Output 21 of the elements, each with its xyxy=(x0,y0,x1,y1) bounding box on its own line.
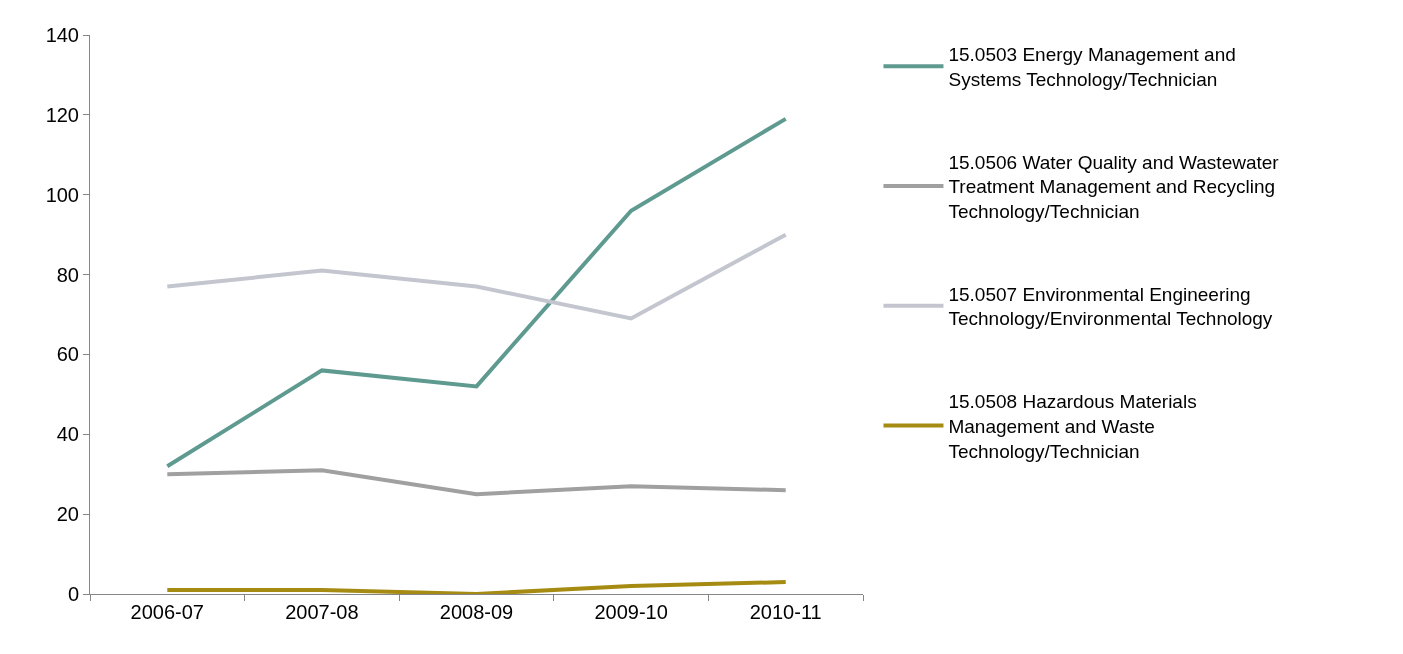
y-tick-label: 20 xyxy=(56,503,79,526)
y-tick-label: 0 xyxy=(67,583,79,605)
legend-label: 15.0506 Water Quality and Wastewater Treatment Management and Recycling Technology/Technician xyxy=(948,151,1280,223)
x-tick-label: 2008-09 xyxy=(439,601,514,623)
y-tick-label: 60 xyxy=(56,343,79,366)
y-tick-label: 140 xyxy=(45,24,79,46)
y-tick-label: 80 xyxy=(56,263,79,286)
line-series xyxy=(165,468,788,497)
x-tick-label: 2009-10 xyxy=(594,601,668,623)
line-series xyxy=(165,232,788,321)
legend-label: 15.0503 Energy Management and Systems Technology/Technician xyxy=(948,44,1236,90)
x-tick-label: 2006-07 xyxy=(130,601,204,623)
x-tick-label: 2010-11 xyxy=(749,601,822,623)
y-tick-label: 100 xyxy=(45,183,79,206)
line-series xyxy=(165,116,788,469)
y-tick-label: 40 xyxy=(56,423,79,446)
y-tick-label: 120 xyxy=(45,103,79,126)
line-series xyxy=(165,580,788,594)
x-tick-label: 2007-08 xyxy=(285,601,359,623)
legend-label: 15.0507 Environmental Engineering Technology/Environmental Technology xyxy=(948,283,1273,330)
legend-label: 15.0508 Hazardous Materials Management and Waste Technology/Technician xyxy=(948,391,1197,462)
